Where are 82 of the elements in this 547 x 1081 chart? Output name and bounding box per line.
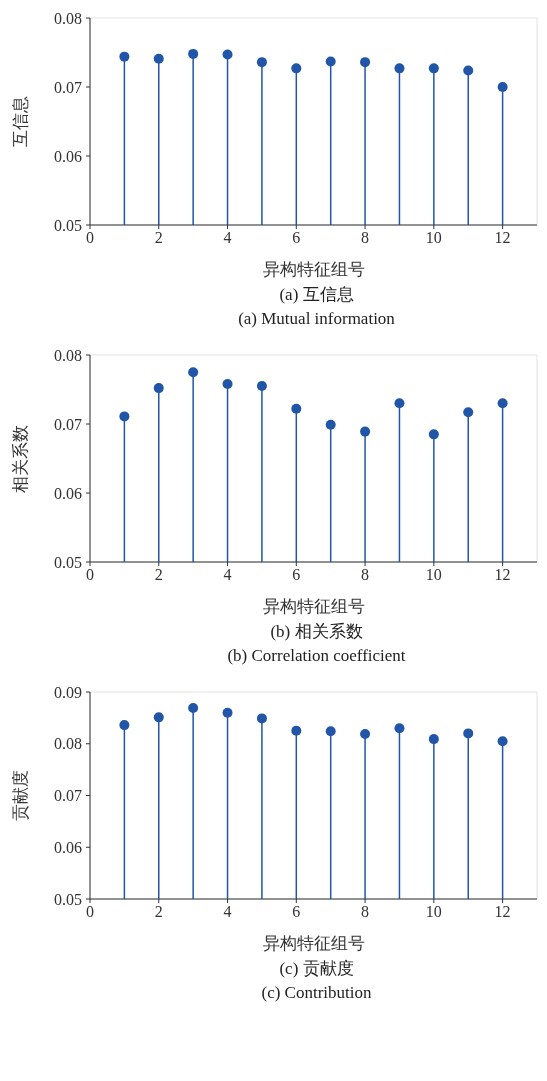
y-axis-title: 互信息 <box>11 96 31 147</box>
x-tick-label: 0 <box>86 566 94 584</box>
x-tick-label: 10 <box>425 229 442 247</box>
x-tick-label: 6 <box>292 903 301 921</box>
point <box>497 82 508 92</box>
point <box>325 419 336 430</box>
text: (c) 贡献度 <box>278 958 355 980</box>
point <box>222 378 233 389</box>
point <box>428 734 439 745</box>
x-tick-label: 10 <box>425 566 442 584</box>
point <box>428 63 439 74</box>
x-axis-title: 异构特征组号 <box>262 934 365 953</box>
y-tick-label: 0.05 <box>54 890 82 908</box>
text: (c) Contribution <box>260 982 373 1004</box>
y-tick-label: 0.08 <box>54 9 82 27</box>
point <box>394 63 405 74</box>
x-tick-label: 0 <box>86 903 94 921</box>
point <box>188 48 199 59</box>
x-tick-label: 4 <box>223 903 232 921</box>
y-axis-title: 相关系数 <box>11 424 31 493</box>
x-tick-label: 12 <box>494 566 511 584</box>
text: (a) Mutual information <box>237 308 396 330</box>
point <box>291 725 302 736</box>
text: (b) Correlation coefficient <box>226 645 407 667</box>
x-tick-label: 4 <box>223 229 232 247</box>
x-axis-title: 异构特征组号 <box>262 260 365 279</box>
y-tick-label: 0.07 <box>54 78 82 96</box>
x-tick-label: 12 <box>494 903 511 921</box>
point <box>222 707 233 718</box>
y-tick-label: 0.08 <box>54 346 82 364</box>
y-tick-label: 0.06 <box>54 147 82 165</box>
x-tick-label: 6 <box>292 229 301 247</box>
x-tick-label: 8 <box>361 566 370 584</box>
x-tick-label: 2 <box>154 566 163 584</box>
text: (a) 互信息 <box>278 284 355 306</box>
y-tick-label: 0.07 <box>54 787 82 805</box>
text: (b) 相关系数 <box>269 621 364 643</box>
point <box>119 720 130 731</box>
point <box>119 51 130 62</box>
y-tick-label: 0.08 <box>54 735 82 753</box>
point <box>497 736 508 747</box>
point <box>497 398 508 409</box>
y-tick-label: 0.06 <box>54 838 82 856</box>
x-tick-label: 0 <box>86 229 94 247</box>
point <box>463 65 474 76</box>
y-tick-label: 0.06 <box>54 484 82 502</box>
point <box>463 407 474 418</box>
point <box>463 728 474 739</box>
point <box>153 383 164 394</box>
x-tick-label: 2 <box>154 903 163 921</box>
x-tick-label: 8 <box>361 229 370 247</box>
point <box>360 426 371 437</box>
point <box>394 723 405 734</box>
x-tick-label: 6 <box>292 566 301 584</box>
y-tick-label: 0.05 <box>54 553 82 571</box>
point <box>360 57 371 68</box>
point <box>256 57 267 68</box>
x-tick-label: 8 <box>361 903 370 921</box>
y-tick-label: 0.05 <box>54 216 82 234</box>
point <box>256 713 267 724</box>
point <box>291 63 302 74</box>
x-tick-label: 12 <box>494 229 511 247</box>
point <box>188 703 199 714</box>
point <box>256 381 267 392</box>
y-axis-title: 贡献度 <box>11 770 31 821</box>
y-tick-label: 0.09 <box>54 683 82 701</box>
point <box>325 56 336 67</box>
point <box>153 712 164 723</box>
point <box>394 398 405 409</box>
x-tick-label: 10 <box>425 903 442 921</box>
point <box>119 411 130 422</box>
point <box>222 49 233 60</box>
point <box>153 53 164 64</box>
point <box>325 726 336 737</box>
point <box>291 403 302 414</box>
y-tick-label: 0.07 <box>54 415 82 433</box>
point <box>360 728 371 739</box>
point <box>428 429 439 440</box>
x-tick-label: 2 <box>154 229 163 247</box>
point <box>188 367 199 378</box>
x-tick-label: 4 <box>223 566 232 584</box>
x-axis-title: 异构特征组号 <box>262 597 365 616</box>
